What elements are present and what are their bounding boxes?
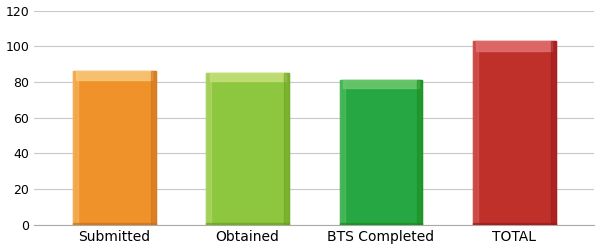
Bar [76, 71, 152, 80]
Bar [473, 41, 478, 225]
Bar [284, 73, 289, 225]
Bar [340, 80, 422, 225]
Bar [209, 73, 286, 82]
Bar [418, 80, 422, 225]
Bar [340, 223, 422, 225]
Bar [476, 41, 553, 51]
Bar [73, 223, 155, 225]
Bar [206, 223, 289, 225]
Bar [551, 41, 556, 225]
Bar [151, 71, 155, 225]
Bar [473, 41, 556, 225]
Bar [206, 73, 211, 225]
Bar [340, 80, 344, 225]
Bar [206, 73, 289, 225]
Bar [73, 71, 78, 225]
Bar [473, 223, 556, 225]
Bar [73, 71, 155, 225]
Bar [343, 80, 419, 88]
